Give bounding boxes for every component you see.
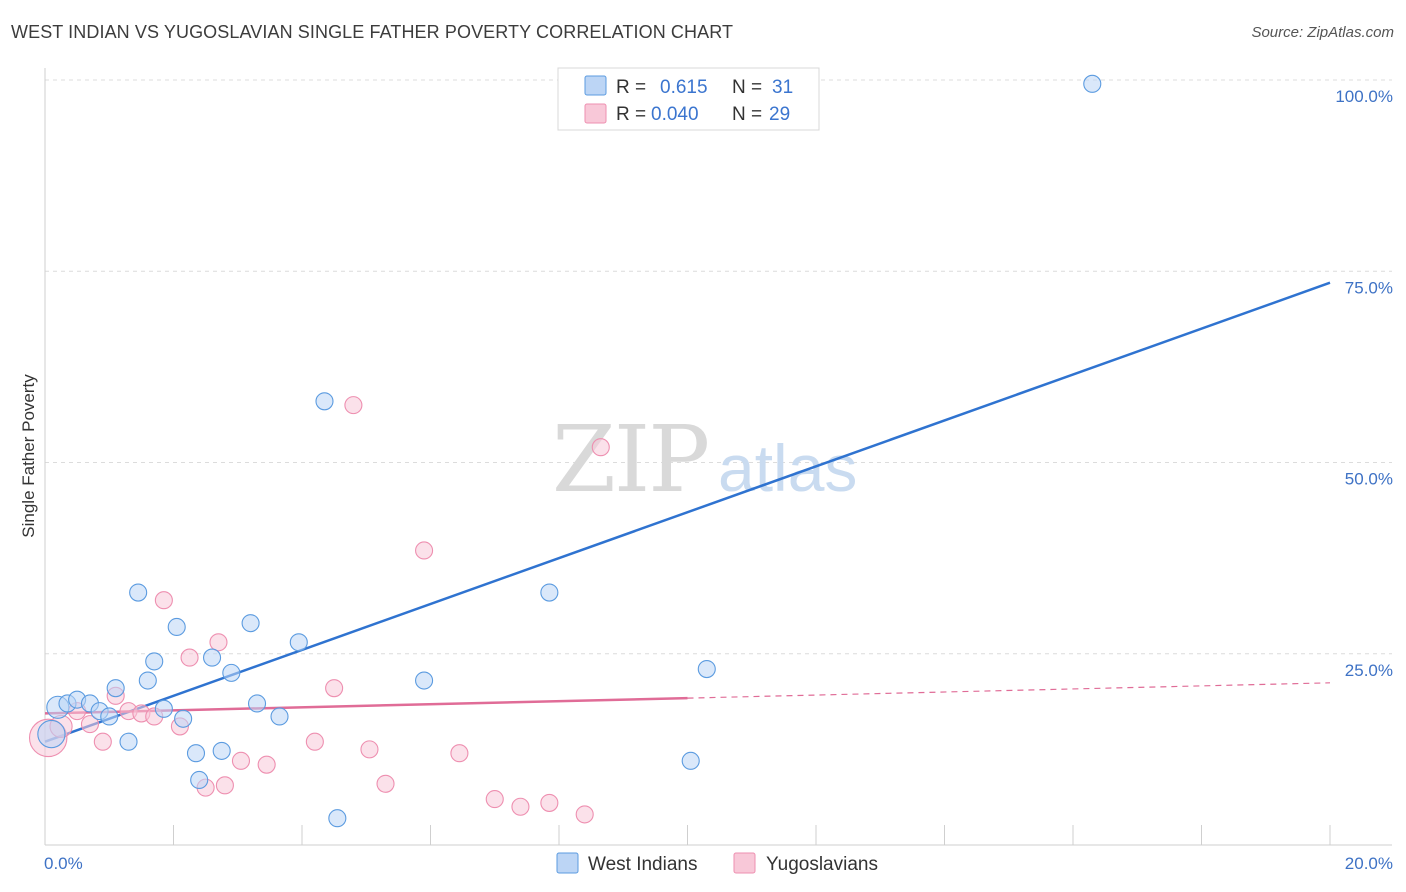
point-yugoslavians xyxy=(485,790,504,809)
point-west-indians xyxy=(119,732,138,751)
point-west-indians xyxy=(328,809,347,828)
legend-n-value: 31 xyxy=(772,77,793,98)
point-yugoslavians xyxy=(154,591,173,610)
point-west-indians xyxy=(100,707,119,726)
point-west-indians xyxy=(106,679,125,698)
point-west-indians xyxy=(247,694,267,713)
y-tick-label: 50.0% xyxy=(1345,470,1393,489)
point-yugoslavians xyxy=(231,751,251,770)
point-west-indians xyxy=(190,770,209,790)
point-west-indians xyxy=(289,633,308,652)
point-west-indians xyxy=(154,699,173,718)
legend-r-label: R = xyxy=(616,77,646,98)
legend-r-value: 0.615 xyxy=(660,77,708,98)
legend-swatch-west-indians xyxy=(584,75,607,96)
series-legend: West Indians Yugoslavians xyxy=(556,852,878,875)
point-yugoslavians xyxy=(450,744,469,763)
trend-line-west-indians xyxy=(44,281,1331,743)
point-west-indians xyxy=(145,652,164,671)
point-yugoslavians xyxy=(376,774,395,793)
legend-r-label: R = xyxy=(616,104,646,125)
point-west-indians xyxy=(186,744,206,763)
point-yugoslavians xyxy=(305,732,324,751)
point-west-indians xyxy=(697,659,716,679)
series-legend-label-west-indians: West Indians xyxy=(588,854,697,875)
point-west-indians xyxy=(138,671,157,690)
point-west-indians xyxy=(415,671,434,690)
point-west-indians xyxy=(1083,74,1102,93)
point-yugoslavians xyxy=(415,541,434,560)
x-tick-label: 20.0% xyxy=(1345,854,1393,873)
point-west-indians xyxy=(203,648,222,667)
point-yugoslavians xyxy=(344,396,363,415)
series-legend-swatch-yugoslavians xyxy=(733,852,756,874)
point-west-indians xyxy=(270,707,289,726)
point-west-indians xyxy=(241,614,260,633)
y-tick-label: 75.0% xyxy=(1345,278,1393,297)
tick-labels: 100.0% 75.0% 50.0% 25.0% 0.0% 20.0% xyxy=(44,87,1393,873)
point-west-indians xyxy=(167,617,186,637)
data-points xyxy=(28,74,1102,828)
point-yugoslavians xyxy=(325,679,344,698)
point-yugoslavians xyxy=(360,740,379,759)
point-yugoslavians xyxy=(575,805,594,824)
source-credit: Source: ZipAtlas.com xyxy=(1251,24,1394,41)
stats-legend: R = 0.615 N = 31 R = 0.040 N = 29 xyxy=(557,67,820,131)
y-tick-label: 100.0% xyxy=(1335,87,1393,106)
series-legend-swatch-west-indians xyxy=(556,852,579,874)
point-west-indians xyxy=(681,751,700,770)
y-tick-label: 25.0% xyxy=(1345,661,1393,680)
watermark-zip: ZIP xyxy=(552,406,708,513)
gridlines xyxy=(45,79,1392,655)
point-yugoslavians xyxy=(540,793,559,812)
point-yugoslavians xyxy=(180,648,199,667)
point-west-indians xyxy=(37,719,66,749)
legend-n-value: 29 xyxy=(769,104,790,125)
trend-line-yugoslavians-extension xyxy=(687,682,1331,699)
point-yugoslavians xyxy=(257,755,276,774)
point-west-indians xyxy=(222,663,241,682)
point-yugoslavians xyxy=(80,715,100,734)
legend-swatch-yugoslavians xyxy=(584,103,607,124)
point-west-indians xyxy=(174,709,193,728)
y-axis-title: Single Father Poverty xyxy=(19,374,38,538)
axes xyxy=(44,68,1392,846)
point-west-indians xyxy=(212,741,231,760)
x-tick-label: 0.0% xyxy=(44,854,83,873)
point-west-indians xyxy=(315,392,334,411)
point-yugoslavians xyxy=(93,732,112,751)
point-west-indians xyxy=(540,583,559,602)
point-yugoslavians xyxy=(511,797,530,816)
series-legend-label-yugoslavians: Yugoslavians xyxy=(766,854,878,875)
point-yugoslavians xyxy=(215,776,234,795)
legend-n-label: N = xyxy=(732,77,762,98)
legend-r-value: 0.040 xyxy=(651,104,699,125)
point-yugoslavians xyxy=(591,438,610,457)
legend-n-label: N = xyxy=(732,104,762,125)
point-yugoslavians xyxy=(209,633,228,652)
point-west-indians xyxy=(129,583,148,602)
chart-title: WEST INDIAN VS YUGOSLAVIAN SINGLE FATHER… xyxy=(11,22,734,42)
